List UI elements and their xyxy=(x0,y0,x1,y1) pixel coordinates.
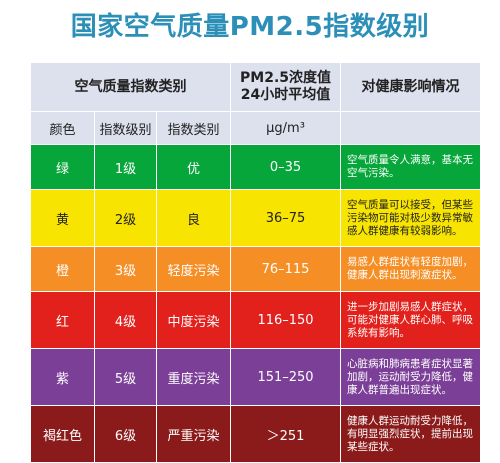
row-range: 76–115 xyxy=(230,246,342,292)
subheader-class: 指数类别 xyxy=(155,111,232,145)
row-health: 进一步加剧易感人群症状，可能对健康人群心肺、呼吸系统有影响。 xyxy=(340,291,482,349)
row-range: 0–35 xyxy=(230,144,342,190)
row-color-name: 绿 xyxy=(30,144,95,190)
row-level: 5级 xyxy=(94,348,157,406)
row-health: 心脏病和肺病患者症状显著加剧，运动耐受力降低，健康人群普遍出现症状。 xyxy=(340,348,482,406)
row-class: 优 xyxy=(155,144,232,190)
row-health: 易感人群症状有轻度加剧，健康人群出现刺激症状。 xyxy=(340,246,482,292)
row-class: 轻度污染 xyxy=(155,246,232,292)
row-health: 空气质量可以接受，但某些污染物可能对极少数异常敏感人群健康有较弱影响。 xyxy=(340,189,482,247)
row-color-name: 红 xyxy=(30,291,95,349)
table-row: 紫 5级 重度污染 151–250 心脏病和肺病患者症状显著加剧，运动耐受力降低… xyxy=(30,348,482,406)
row-range: 151–250 xyxy=(230,348,342,406)
aqi-table: 空气质量指数类别 PM2.5浓度值 24小时平均值 对健康影响情况 颜色 指数级… xyxy=(29,62,482,463)
row-color-name: 褐红色 xyxy=(30,405,95,463)
table-row: 褐红色 6级 严重污染 ＞251 健康人群运动耐受力降低，有明显强烈症状，提前出… xyxy=(30,405,482,463)
table-row: 黄 2级 良 36–75 空气质量可以接受，但某些污染物可能对极少数异常敏感人群… xyxy=(30,189,482,247)
table-subheader-row: 颜色 指数级别 指数类别 μg/m³ xyxy=(30,111,482,145)
row-class: 中度污染 xyxy=(155,291,232,349)
row-color-name: 黄 xyxy=(30,189,95,247)
row-class: 良 xyxy=(155,189,232,247)
header-pm-line2: 24小时平均值 xyxy=(240,87,331,103)
row-health: 空气质量令人满意，基本无空气污染。 xyxy=(340,144,482,190)
table-header-row: 空气质量指数类别 PM2.5浓度值 24小时平均值 对健康影响情况 xyxy=(29,62,482,112)
row-range: 116–150 xyxy=(230,291,342,349)
subheader-unit: μg/m³ xyxy=(230,111,342,145)
row-class: 重度污染 xyxy=(155,348,232,406)
subheader-level: 指数级别 xyxy=(94,111,157,145)
page: 国家空气质量PM2.5指数级别 空气质量指数类别 PM2.5浓度值 24小时平均… xyxy=(29,12,482,463)
row-level: 1级 xyxy=(94,144,157,190)
row-range: ＞251 xyxy=(230,405,342,463)
row-level: 4级 xyxy=(94,291,157,349)
header-health: 对健康影响情况 xyxy=(340,62,482,112)
table-row: 橙 3级 轻度污染 76–115 易感人群症状有轻度加剧，健康人群出现刺激症状。 xyxy=(30,246,482,292)
header-pm: PM2.5浓度值 24小时平均值 xyxy=(230,62,342,112)
page-title: 国家空气质量PM2.5指数级别 xyxy=(70,12,430,42)
subheader-color: 颜色 xyxy=(30,111,95,145)
row-class: 严重污染 xyxy=(155,405,232,463)
row-level: 3级 xyxy=(94,246,157,292)
row-level: 2级 xyxy=(94,189,157,247)
row-level: 6级 xyxy=(94,405,157,463)
row-range: 36–75 xyxy=(230,189,342,247)
row-color-name: 橙 xyxy=(30,246,95,292)
table-row: 红 4级 中度污染 116–150 进一步加剧易感人群症状，可能对健康人群心肺、… xyxy=(30,291,482,349)
table-row: 绿 1级 优 0–35 空气质量令人满意，基本无空气污染。 xyxy=(30,144,482,190)
header-category: 空气质量指数类别 xyxy=(29,62,232,112)
row-color-name: 紫 xyxy=(30,348,95,406)
header-pm-line1: PM2.5浓度值 xyxy=(240,70,332,86)
row-health: 健康人群运动耐受力降低，有明显强烈症状，提前出现某些症状。 xyxy=(340,405,482,463)
subheader-empty xyxy=(340,111,482,145)
